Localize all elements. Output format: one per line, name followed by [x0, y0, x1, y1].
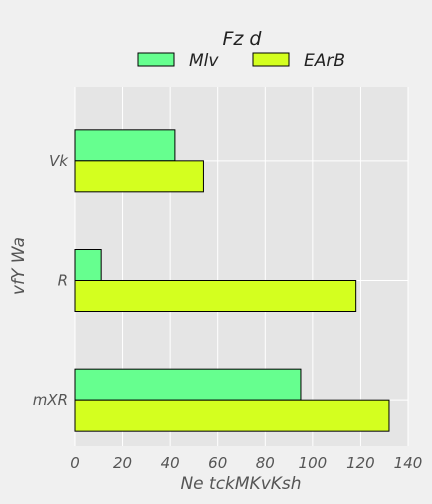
x-tick-label: 40 — [161, 454, 180, 472]
x-tick-label: 20 — [113, 454, 132, 472]
x-tick-label: 0 — [70, 454, 80, 472]
legend-label-EArB: EArB — [304, 51, 345, 71]
legend-swatch-EArB — [252, 52, 290, 67]
bar-Mlv-R — [74, 249, 102, 281]
bar-Mlv-mXR — [74, 368, 302, 401]
bar-Mlv-Vk — [74, 129, 176, 162]
legend-label-Mlv: Mlv — [189, 51, 219, 71]
legend-title: Fz d — [222, 28, 262, 50]
x-tick-label: 100 — [299, 454, 328, 472]
legend-swatch-Mlv — [137, 52, 175, 67]
y-tick-label: R — [58, 272, 68, 290]
x-tick-label: 80 — [256, 454, 275, 472]
x-tick-label: 140 — [394, 454, 423, 472]
bars — [74, 129, 390, 432]
x-tick-label: 60 — [208, 454, 227, 472]
legend: Fz d Mlv EArB — [137, 28, 345, 71]
x-tick-label: 120 — [346, 454, 375, 472]
x-axis-label: Ne tckMKvKsh — [180, 474, 301, 494]
y-tick-label: Vk — [49, 152, 69, 170]
y-axis-label: vfY Wa — [9, 237, 29, 295]
x-tick-labels: 0 20 40 60 80 100 120 140 — [70, 454, 422, 472]
bar-EArB-mXR — [74, 399, 390, 432]
bar-EArB-R — [74, 280, 357, 312]
bar-EArB-Vk — [74, 160, 204, 193]
y-tick-label: mXR — [33, 391, 68, 409]
